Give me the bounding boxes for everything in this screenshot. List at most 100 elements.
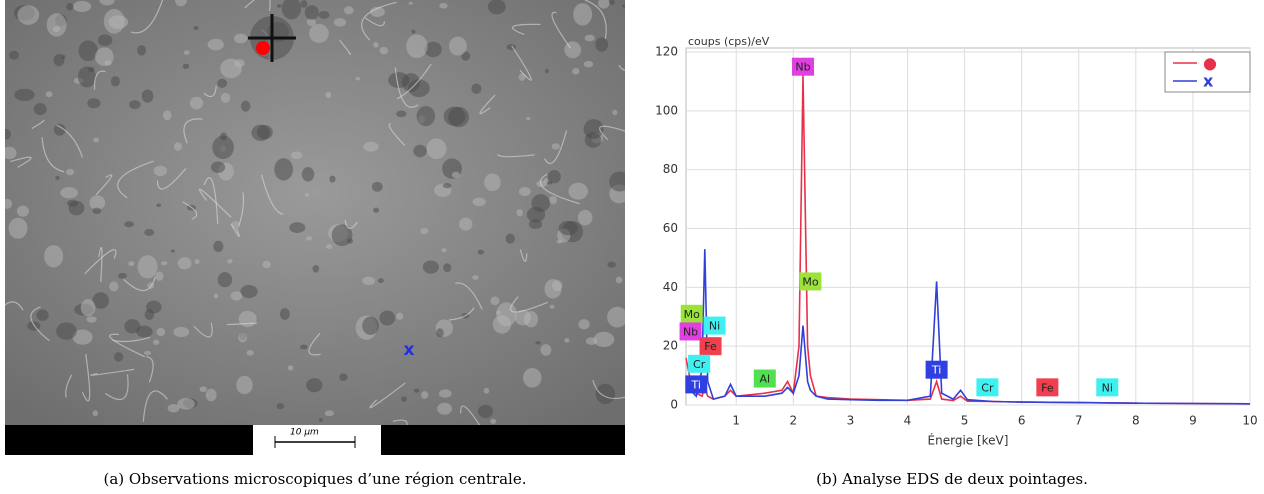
texture [344, 6, 354, 14]
texture [236, 376, 252, 394]
texture [124, 221, 134, 227]
texture [594, 332, 615, 347]
texture [241, 101, 251, 112]
texture [171, 250, 175, 253]
texture [421, 391, 428, 399]
texture [88, 67, 94, 72]
texture [413, 145, 426, 158]
y-axis-label: coups (cps)/eV [688, 35, 770, 48]
element-label: Ti [931, 364, 941, 377]
texture [547, 181, 552, 184]
texture [595, 37, 608, 51]
texture [274, 158, 293, 180]
texture [616, 277, 623, 284]
element-label: Ni [1102, 381, 1113, 394]
texture [44, 245, 63, 267]
texture [572, 68, 579, 75]
x-tick-label: 6 [1018, 414, 1026, 428]
texture [332, 224, 353, 246]
texture [612, 110, 617, 115]
texture [523, 368, 542, 388]
texture [194, 26, 199, 30]
texture [156, 203, 161, 207]
texture [174, 142, 182, 150]
texture [490, 419, 496, 424]
texture [437, 403, 452, 415]
texture [552, 143, 560, 149]
texture [206, 389, 217, 402]
texture [257, 125, 273, 139]
texture [240, 285, 257, 298]
point-marker-label: x [404, 340, 415, 360]
texture [607, 307, 627, 328]
texture [168, 404, 180, 412]
x-tick-label: 2 [789, 414, 797, 428]
texture [473, 198, 486, 207]
texture [153, 340, 159, 345]
texture [414, 388, 420, 392]
texture [218, 272, 232, 287]
texture [490, 297, 499, 306]
texture [362, 277, 375, 285]
texture [318, 11, 329, 19]
texture [146, 301, 161, 314]
texture [585, 35, 595, 42]
element-label: Nb [683, 325, 698, 338]
texture [484, 173, 501, 191]
texture [568, 183, 588, 200]
element-label: Al [759, 373, 770, 386]
element-label: Ti [691, 378, 701, 391]
texture [478, 405, 493, 418]
texture [178, 257, 192, 269]
caption: (a) Observations microscopiques d’une ré… [104, 470, 527, 488]
texture [61, 55, 65, 59]
element-label: Fe [1041, 381, 1054, 394]
texture [339, 374, 347, 381]
texture [305, 5, 319, 19]
texture [472, 275, 478, 280]
x-tick-label: 10 [1242, 414, 1257, 428]
texture [195, 259, 200, 264]
texture [516, 209, 522, 216]
texture [277, 403, 284, 409]
texture [86, 316, 96, 322]
x-tick-label: 3 [847, 414, 855, 428]
x-tick-label: 7 [1075, 414, 1083, 428]
texture [423, 260, 439, 273]
texture [79, 40, 98, 61]
texture [184, 50, 190, 54]
texture [138, 255, 158, 278]
texture [306, 236, 312, 241]
element-label: Cr [981, 381, 994, 394]
texture [2, 199, 13, 209]
point-marker [256, 41, 270, 55]
texture [531, 194, 550, 212]
texture [108, 15, 128, 28]
texture [540, 344, 551, 356]
texture [262, 261, 271, 268]
y-tick-label: 100 [655, 103, 678, 117]
texture [190, 97, 203, 110]
texture [362, 317, 379, 335]
texture [443, 263, 451, 272]
texture [484, 388, 490, 394]
texture [220, 59, 242, 78]
texture [221, 93, 230, 103]
texture [471, 84, 481, 94]
texture [312, 265, 319, 273]
texture [280, 308, 290, 320]
texture [439, 389, 452, 397]
texture [55, 176, 59, 180]
y-tick-label: 20 [663, 339, 678, 353]
texture [319, 418, 323, 422]
y-tick-label: 80 [663, 162, 678, 176]
texture [81, 299, 96, 316]
texture [66, 169, 74, 176]
texture [452, 172, 460, 178]
texture [396, 110, 406, 117]
x-tick-label: 8 [1132, 414, 1140, 428]
texture [289, 222, 305, 233]
texture [449, 37, 467, 56]
texture [211, 162, 225, 173]
plot-area [686, 48, 1250, 405]
